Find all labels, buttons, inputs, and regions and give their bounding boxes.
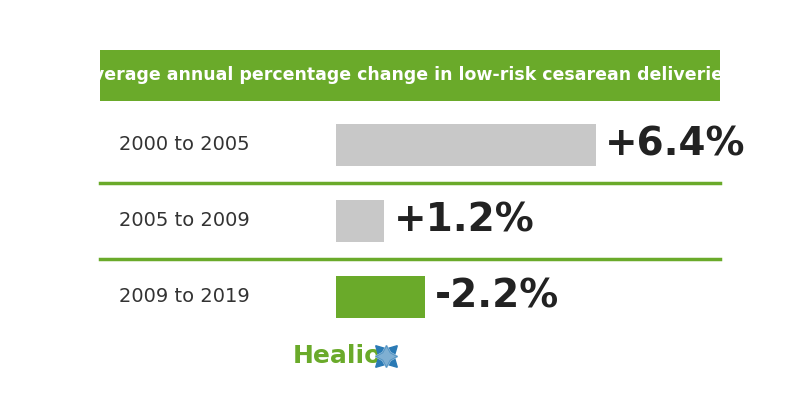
Text: +6.4%: +6.4% xyxy=(606,126,746,164)
Text: +1.2%: +1.2% xyxy=(394,202,534,240)
Text: Healio: Healio xyxy=(293,344,382,368)
Bar xyxy=(336,200,385,242)
Bar xyxy=(336,124,596,166)
Bar xyxy=(100,50,720,100)
Text: 2009 to 2019: 2009 to 2019 xyxy=(118,288,250,307)
Text: Average annual percentage change in low-risk cesarean deliveries:: Average annual percentage change in low-… xyxy=(80,66,740,84)
Bar xyxy=(336,276,425,318)
Text: 2000 to 2005: 2000 to 2005 xyxy=(118,136,250,155)
Text: 2005 to 2009: 2005 to 2009 xyxy=(118,212,250,231)
Text: -2.2%: -2.2% xyxy=(434,278,558,316)
